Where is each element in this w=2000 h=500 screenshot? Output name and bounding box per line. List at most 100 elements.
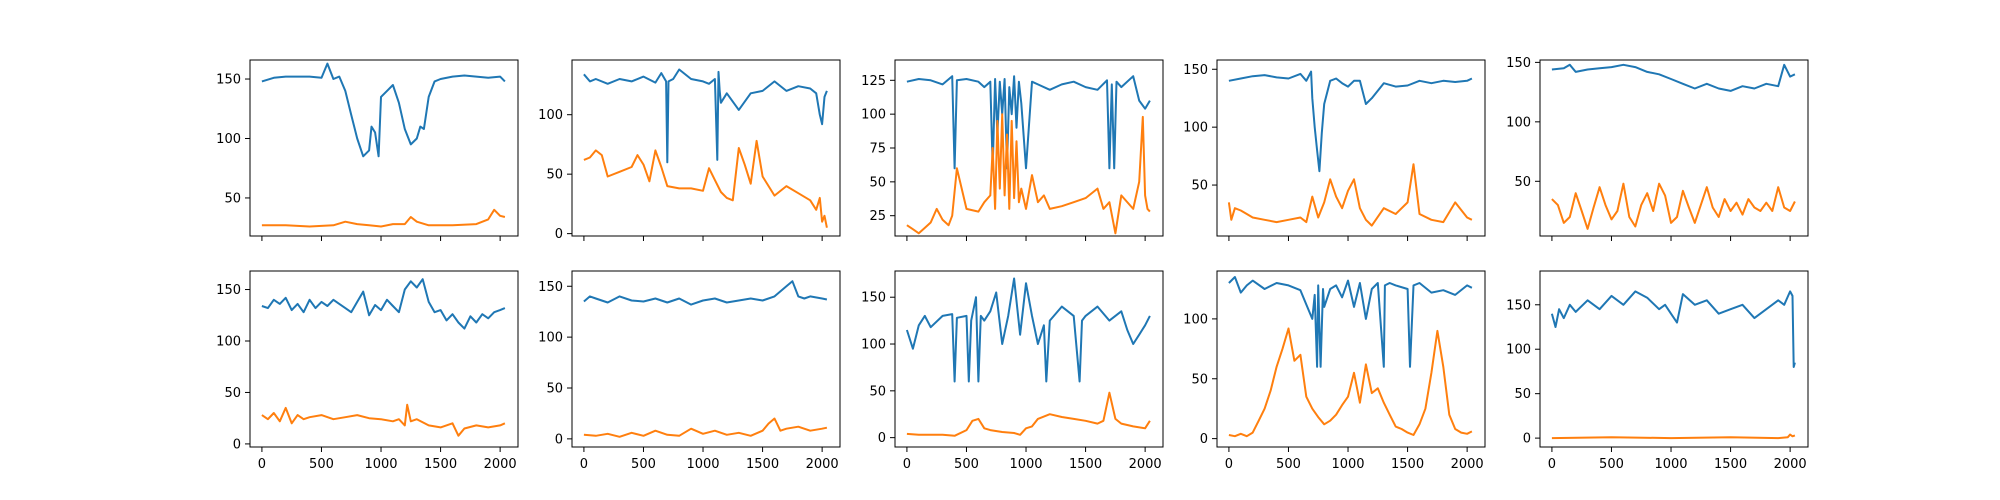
x-tick-label: 1500: [1069, 457, 1102, 472]
x-tick-label: 1000: [1009, 457, 1042, 472]
series-line-1: [583, 68, 828, 164]
y-tick-label: 150: [1183, 63, 1208, 78]
y-tick-label: 100: [216, 334, 241, 349]
x-tick-label: 2000: [806, 457, 839, 472]
y-tick-label: 0: [1523, 432, 1531, 447]
series-line-1: [583, 280, 828, 306]
axes-frame: [571, 59, 841, 237]
y-tick-label: 150: [1506, 56, 1531, 71]
y-tick-label: 150: [216, 73, 241, 88]
y-tick-label: 100: [538, 331, 563, 346]
series-line-1: [261, 62, 506, 158]
series-line-1: [906, 75, 1151, 170]
y-tick-label: 0: [555, 227, 563, 242]
y-tick-label: 150: [1506, 298, 1531, 313]
x-tick-label: 0: [1225, 457, 1233, 472]
x-tick-label: 500: [631, 457, 656, 472]
series-line-2: [1228, 327, 1473, 438]
axes-frame: [1539, 59, 1809, 237]
y-tick-label: 50: [869, 175, 886, 190]
x-tick-label: 1000: [364, 457, 397, 472]
axes-frame: [1539, 270, 1809, 448]
x-tick-label: 2000: [1774, 457, 1807, 472]
x-tick-label: 500: [309, 457, 334, 472]
y-tick-label: 50: [1514, 175, 1531, 190]
x-tick-label: 500: [1276, 457, 1301, 472]
subplot-4: 50 100 150: [1183, 59, 1486, 241]
x-tick-label: 2000: [1129, 457, 1162, 472]
y-tick-label: 50: [546, 381, 563, 396]
y-tick-label: 150: [216, 283, 241, 298]
x-tick-label: 0: [258, 457, 266, 472]
y-tick-label: 50: [1191, 372, 1208, 387]
subplot-5: 50 100 150: [1506, 56, 1809, 241]
x-tick-label: 1000: [686, 457, 719, 472]
y-tick-label: 50: [224, 386, 241, 401]
y-tick-label: 150: [861, 291, 886, 306]
y-tick-label: 150: [538, 280, 563, 295]
series-line-2: [1551, 433, 1796, 440]
y-tick-label: 50: [224, 191, 241, 206]
x-tick-label: 1000: [1331, 457, 1364, 472]
axes-frame: [249, 59, 519, 237]
series-line-2: [1551, 182, 1796, 230]
series-line-2: [1227, 163, 1473, 227]
y-tick-label: 100: [1506, 115, 1531, 130]
x-tick-label: 1500: [424, 457, 457, 472]
subplot-3: 25 50 75 100 125: [861, 59, 1164, 241]
series-line-2: [583, 139, 828, 228]
series-line-2: [906, 391, 1151, 437]
y-tick-label: 100: [1183, 121, 1208, 136]
y-tick-label: 0: [1200, 432, 1208, 447]
axes-frame: [894, 270, 1164, 448]
y-tick-label: 0: [233, 437, 241, 452]
x-tick-label: 1500: [1714, 457, 1747, 472]
series-line-2: [261, 208, 506, 228]
x-tick-label: 0: [580, 457, 588, 472]
y-tick-label: 100: [861, 338, 886, 353]
series-line-1: [1550, 290, 1796, 368]
y-tick-label: 0: [878, 431, 886, 446]
x-tick-label: 500: [1599, 457, 1624, 472]
x-tick-label: 0: [903, 457, 911, 472]
x-tick-label: 2000: [1451, 457, 1484, 472]
x-tick-label: 500: [954, 457, 979, 472]
subplot-1: 50 100 150: [216, 59, 519, 241]
y-tick-label: 100: [1506, 343, 1531, 358]
x-tick-label: 1500: [746, 457, 779, 472]
series-line-1: [1551, 63, 1796, 92]
series-line-2: [583, 417, 828, 438]
y-tick-label: 125: [861, 74, 886, 89]
y-tick-label: 100: [216, 132, 241, 147]
axes-frame: [571, 270, 841, 448]
x-tick-label: 1500: [1391, 457, 1424, 472]
y-tick-label: 50: [1514, 387, 1531, 402]
y-tick-label: 50: [869, 384, 886, 399]
series-line-1: [1228, 70, 1473, 173]
y-tick-label: 0: [555, 432, 563, 447]
y-tick-label: 25: [869, 209, 886, 224]
series-line-1: [261, 278, 506, 330]
x-tick-label: 2000: [484, 457, 517, 472]
series-line-1: [1228, 276, 1473, 368]
series-line-2: [906, 113, 1151, 235]
subplot-2: 0 50 100: [538, 59, 841, 242]
y-tick-label: 50: [1191, 179, 1208, 194]
axes-frame: [1216, 59, 1486, 237]
y-tick-label: 75: [869, 142, 886, 157]
y-tick-label: 50: [546, 168, 563, 183]
y-tick-label: 100: [1183, 312, 1208, 327]
series-line-1: [905, 277, 1151, 383]
y-tick-label: 100: [861, 108, 886, 123]
series-line-2: [261, 403, 506, 437]
axes-frame: [1216, 270, 1486, 448]
axes-frame: [249, 270, 519, 448]
x-tick-label: 0: [1548, 457, 1556, 472]
y-tick-label: 100: [538, 108, 563, 123]
